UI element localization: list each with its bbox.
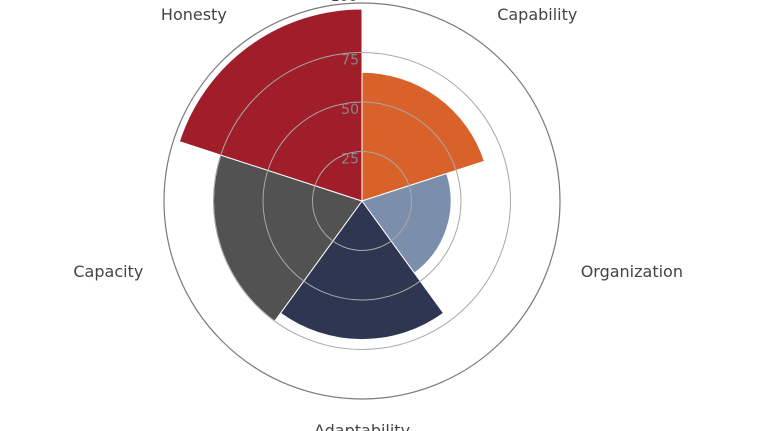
category-label-capability: Capability (497, 5, 577, 24)
grid-ring-75 (213, 52, 511, 350)
category-label-organization: Organization (581, 262, 683, 281)
sector-capability (361, 71, 486, 202)
category-label-adaptability: Adaptability (314, 421, 410, 431)
grid-ring-25 (312, 151, 412, 251)
radial-tick-label-100: 100 (331, 0, 358, 5)
sector-honesty (178, 8, 363, 202)
radial-tick-label-50: 50 (341, 102, 359, 118)
grid-ring-100 (163, 2, 561, 400)
radial-tick-label-75: 75 (341, 53, 359, 69)
category-label-capacity: Capacity (73, 262, 143, 281)
grid-group (163, 2, 561, 400)
category-labels-group: Capability Organization Adaptability Capaci… (73, 5, 683, 431)
radial-ticks-group: 25 50 75 100 (331, 0, 359, 168)
sectors-group (178, 8, 486, 341)
grid-ring-50 (262, 101, 462, 301)
radial-tick-label-25: 25 (341, 152, 359, 168)
category-label-honesty: Honesty (161, 5, 227, 24)
sector-adaptability (279, 200, 445, 341)
